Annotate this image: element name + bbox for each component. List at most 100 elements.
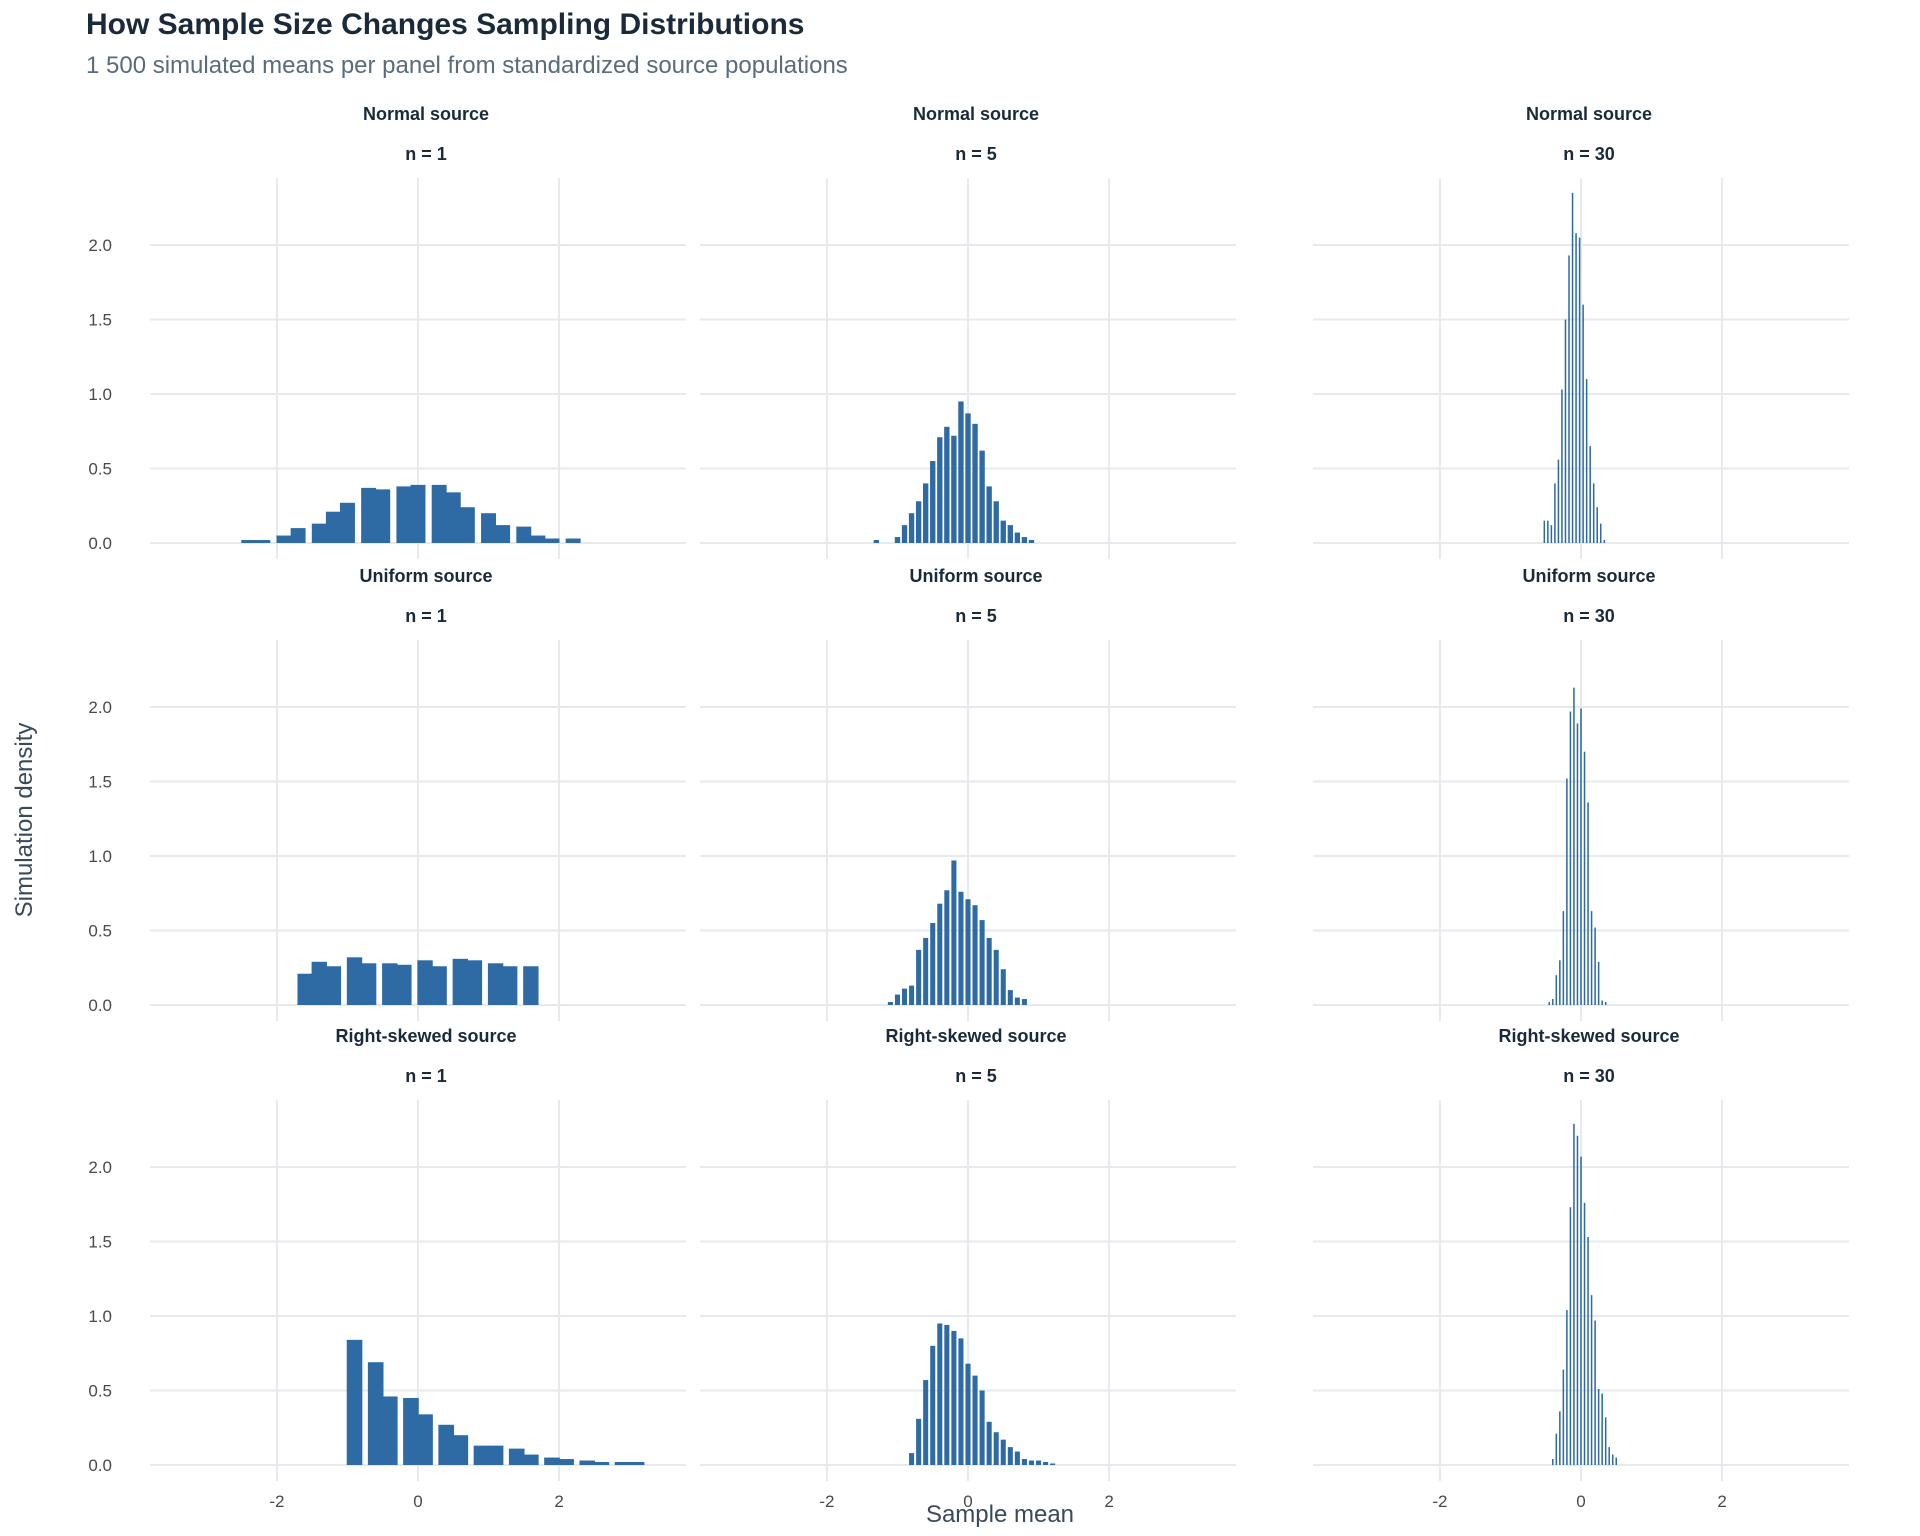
histogram-bar: [1571, 192, 1574, 544]
histogram-bar: [930, 923, 936, 1005]
histogram-bar: [1552, 1459, 1554, 1465]
histogram-bar: [361, 487, 377, 543]
histogram-bar: [1603, 540, 1606, 543]
histogram-bar: [1599, 523, 1602, 543]
histogram-bar: [986, 1421, 992, 1465]
y-tick-label: 1.0: [88, 1307, 112, 1326]
facet-n-label: n = 5: [955, 1066, 997, 1086]
chart-title: How Sample Size Changes Sampling Distrib…: [86, 8, 805, 41]
histogram-bar: [887, 1002, 893, 1005]
histogram-bar: [544, 538, 560, 543]
histogram-bar: [1576, 1135, 1579, 1465]
histogram-bar: [1601, 1000, 1603, 1005]
y-tick-label: 0.5: [88, 460, 112, 479]
y-tick-label: 1.5: [88, 1233, 112, 1252]
histogram-bar: [410, 484, 426, 543]
histogram-bar: [1578, 237, 1581, 543]
histogram-bar: [1000, 969, 1006, 1005]
histogram-bar: [979, 450, 985, 543]
histogram-bar: [923, 937, 929, 1005]
histogram-bar: [452, 958, 468, 1005]
histogram-bar: [894, 994, 900, 1005]
histogram-bar: [1587, 802, 1589, 1005]
histogram-bar: [381, 1396, 398, 1465]
histogram-bar: [473, 1445, 490, 1465]
histogram-bar: [1007, 525, 1013, 543]
histogram-bar: [628, 1462, 645, 1465]
histogram-bar: [1000, 520, 1006, 543]
histogram-bar: [340, 502, 355, 543]
x-tick-label: 2: [1104, 1492, 1113, 1511]
histogram-bar: [403, 1397, 419, 1465]
histogram-bar: [367, 1362, 384, 1465]
histogram-bar: [417, 1414, 433, 1465]
histogram-bar: [1014, 997, 1020, 1005]
histogram-bar: [972, 905, 978, 1005]
histogram-bar: [979, 920, 985, 1005]
facet-source-label: Normal source: [363, 104, 489, 124]
histogram-bar: [614, 1462, 631, 1465]
histogram-bar: [1587, 1237, 1589, 1465]
histogram-bar: [1592, 483, 1595, 543]
facet-source-label: Uniform source: [359, 566, 492, 586]
histogram-bar: [466, 960, 483, 1005]
facet-source-label: Right-skewed source: [1498, 1026, 1679, 1046]
histogram-bar: [565, 538, 581, 543]
histogram-bar: [965, 413, 971, 543]
x-tick-label: -2: [819, 1492, 834, 1511]
histogram-bar: [1583, 1202, 1586, 1465]
histogram-bar: [1583, 751, 1586, 1005]
histogram-bar: [530, 535, 546, 543]
histogram-bar: [1573, 1123, 1575, 1465]
histogram-bar: [1576, 723, 1579, 1005]
facet-n-label: n = 1: [405, 606, 447, 626]
facet-source-label: Uniform source: [1522, 566, 1655, 586]
chart-subtitle: 1 500 simulated means per panel from sta…: [86, 52, 848, 79]
histogram-bar: [951, 435, 957, 543]
histogram-bar: [1589, 446, 1591, 543]
histogram-bar: [1568, 255, 1570, 543]
histogram-bar: [438, 1424, 455, 1465]
facet-n-label: n = 5: [955, 144, 997, 164]
y-tick-label: 0.5: [88, 1382, 112, 1401]
histogram-bar: [965, 899, 971, 1005]
histogram-bar: [1559, 1411, 1561, 1465]
histogram-bar: [937, 437, 943, 543]
histogram-bar: [311, 523, 327, 543]
histogram-bar: [972, 1375, 978, 1465]
histogram-bar: [1007, 990, 1013, 1005]
y-tick-label: 0.0: [88, 534, 112, 553]
histogram-bar: [523, 1454, 539, 1465]
histogram-bar: [1547, 520, 1549, 543]
histogram-bar: [502, 966, 518, 1005]
histogram-bar: [1566, 1310, 1568, 1465]
histogram-bar: [1562, 1369, 1565, 1465]
histogram-bar: [417, 960, 433, 1005]
histogram-bar: [908, 513, 915, 543]
y-tick-label: 0.0: [88, 1456, 112, 1475]
histogram-bar: [1021, 999, 1027, 1005]
histogram-bar: [1582, 304, 1584, 543]
facet-n-label: n = 1: [405, 1066, 447, 1086]
histogram-bar: [944, 426, 950, 543]
histogram-bar: [1604, 1002, 1607, 1005]
histogram-bar: [1555, 975, 1558, 1005]
histogram-bar: [1561, 389, 1563, 543]
histogram-bar: [346, 1339, 363, 1465]
histogram-bar: [579, 1460, 596, 1465]
histogram-bar: [986, 486, 992, 543]
histogram-bar: [487, 1445, 504, 1465]
histogram-bar: [1554, 483, 1556, 543]
histogram-bar: [1611, 1454, 1614, 1465]
histogram-bar: [516, 526, 532, 543]
y-tick-label: 1.0: [88, 847, 112, 866]
histogram-bar: [1590, 911, 1593, 1005]
histogram-bar: [325, 966, 342, 1005]
histogram-bar: [297, 973, 313, 1005]
facet-n-label: n = 30: [1563, 144, 1615, 164]
histogram-bar: [1552, 999, 1554, 1005]
histogram-bar: [916, 949, 922, 1005]
histogram-bar: [986, 937, 992, 1005]
histogram-bar: [1043, 1462, 1049, 1465]
histogram-bar: [916, 1418, 922, 1465]
